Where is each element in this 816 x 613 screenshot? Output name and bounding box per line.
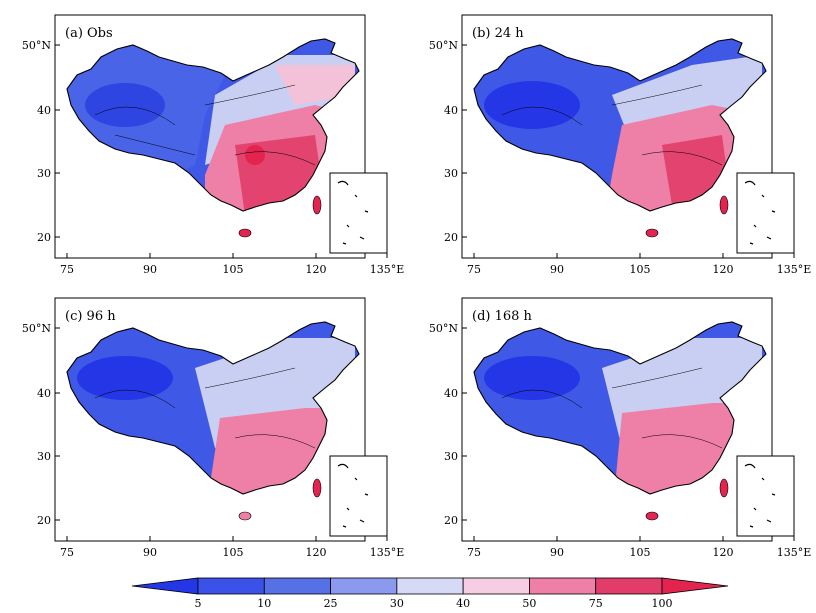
lat-tick-label: 40 [37, 387, 51, 400]
taiwan [312, 478, 322, 498]
lon-tick-label: 135°E [370, 546, 405, 559]
lon-tick-label: 135°E [370, 263, 405, 276]
lat-tick-label: 30 [37, 167, 51, 180]
contour-lines [94, 367, 316, 449]
lon-tick-label: 75 [467, 263, 481, 276]
colorbar-segment [462, 577, 530, 595]
lon-tick-label: 105 [630, 546, 651, 559]
lon-tick-label: 120 [306, 546, 327, 559]
inset-islands [744, 463, 776, 528]
south-china-sea-inset [736, 172, 795, 254]
colorbar-low-extend [131, 577, 199, 595]
inset-islands [337, 463, 369, 528]
lon-tick-label: 105 [223, 263, 244, 276]
panel-label: (a) Obs [65, 26, 113, 41]
hainan [238, 228, 252, 238]
taiwan [719, 478, 729, 498]
colorbar-segment [595, 577, 663, 595]
lon-tick-label: 135°E [777, 546, 812, 559]
taiwan [312, 195, 322, 215]
colorbar-label: 25 [324, 597, 338, 610]
inset-islands [744, 180, 776, 245]
lon-tick-label: 90 [143, 546, 157, 559]
lon-tick-label: 75 [60, 263, 74, 276]
lat-tick-label: 30 [444, 450, 458, 463]
colorbar-label: 100 [652, 597, 673, 610]
lat-tick-label: 20 [444, 231, 458, 244]
lat-tick-label: 30 [444, 167, 458, 180]
hainan [645, 228, 659, 238]
axis-ticks: 75 90 105 120 135°E 50°N 40 30 20 75 90 105 120 135°E… [22, 39, 811, 559]
panel-label: (d) 168 h [472, 309, 533, 324]
lon-tick-label: 135°E [777, 263, 812, 276]
lat-tick-label: 20 [37, 231, 51, 244]
lon-tick-label: 75 [60, 546, 74, 559]
contour-lines [94, 84, 316, 166]
lon-tick-label: 120 [306, 263, 327, 276]
hainan [645, 511, 659, 521]
inset-islands [337, 180, 369, 245]
lon-tick-label: 90 [550, 546, 564, 559]
south-china-sea-inset [329, 455, 388, 537]
panel-96h: (c) 96 h [54, 297, 388, 542]
taiwan [719, 195, 729, 215]
lat-tick-label: 40 [444, 387, 458, 400]
south-china-sea-inset [329, 172, 388, 254]
lat-tick-label: 20 [444, 514, 458, 527]
lat-tick-label: 50°N [22, 39, 51, 52]
colorbar-label: 30 [390, 597, 404, 610]
panel-label: (b) 24 h [472, 26, 524, 41]
colorbar-segment [263, 577, 331, 595]
south-china-sea-inset [736, 455, 795, 537]
lat-tick-label: 20 [37, 514, 51, 527]
lon-tick-label: 90 [550, 263, 564, 276]
colorbar-segment [396, 577, 464, 595]
lon-tick-label: 105 [223, 546, 244, 559]
lat-tick-label: 50°N [429, 322, 458, 335]
colorbar-label: 40 [456, 597, 470, 610]
colorbar-label: 5 [195, 597, 202, 610]
lon-tick-label: 90 [143, 263, 157, 276]
panel-24h: (b) 24 h [461, 14, 795, 259]
colorbar-segment [197, 577, 265, 595]
lon-tick-label: 120 [713, 546, 734, 559]
lon-tick-label: 75 [467, 546, 481, 559]
lon-tick-label: 105 [630, 263, 651, 276]
lat-tick-label: 40 [444, 104, 458, 117]
colorbar-segment [330, 577, 398, 595]
panel-obs: (a) Obs [54, 14, 388, 259]
colorbar-high-extend [661, 577, 729, 595]
lat-tick-label: 50°N [429, 39, 458, 52]
contour-lines [501, 367, 723, 449]
colorbar-label: 50 [522, 597, 536, 610]
colorbar: 5 10 25 30 40 50 75 100 [131, 577, 729, 610]
lat-tick-label: 50°N [22, 322, 51, 335]
hainan [238, 511, 252, 521]
lat-tick-label: 40 [37, 104, 51, 117]
panel-label: (c) 96 h [65, 309, 116, 324]
lat-tick-label: 30 [37, 450, 51, 463]
colorbar-label: 75 [589, 597, 603, 610]
contour-lines [501, 84, 723, 166]
colorbar-segment [529, 577, 597, 595]
colorbar-label: 10 [257, 597, 271, 610]
panel-168h: (d) 168 h [461, 297, 795, 542]
lon-tick-label: 120 [713, 263, 734, 276]
